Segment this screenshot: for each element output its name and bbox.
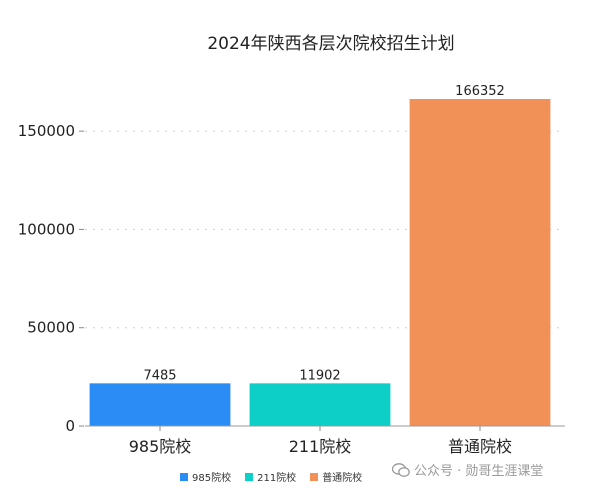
legend: 985院校 211院校 普通院校 xyxy=(180,469,362,484)
chart-title: 2024年陕西各层次院校招生计划 xyxy=(207,34,455,54)
bar xyxy=(409,98,551,426)
legend-item-regular[interactable]: 普通院校 xyxy=(310,469,362,484)
legend-swatch-985 xyxy=(180,472,188,481)
x-tick-label: 985院校 xyxy=(129,437,192,456)
y-tick-label: 150000 xyxy=(18,122,75,140)
legend-swatch-regular xyxy=(310,472,319,481)
bar xyxy=(249,383,391,426)
bar xyxy=(89,383,231,426)
watermark-text: 公众号 · 勋哥生涯课堂 xyxy=(414,464,544,479)
legend-swatch-211 xyxy=(245,472,254,481)
watermark: 公众号 · 勋哥生涯课堂 xyxy=(392,460,543,479)
legend-label-regular: 普通院校 xyxy=(322,473,363,484)
bar-value-label: 166352 xyxy=(455,84,505,99)
legend-item-211[interactable]: 211院校 xyxy=(245,469,296,484)
bar-value-label: 7485 xyxy=(143,368,176,383)
legend-item-985[interactable]: 985院校 xyxy=(180,469,231,484)
legend-label-985: 985院校 xyxy=(192,473,232,484)
y-tick-label: 50000 xyxy=(27,319,75,337)
legend-label-211: 211院校 xyxy=(257,473,297,484)
wechat-icon xyxy=(392,462,410,477)
bar-value-label: 11902 xyxy=(299,368,340,383)
y-tick-label: 0 xyxy=(65,417,75,435)
x-tick-label: 普通院校 xyxy=(448,437,512,456)
y-tick-label: 100000 xyxy=(18,220,75,238)
x-tick-label: 211院校 xyxy=(289,437,352,456)
